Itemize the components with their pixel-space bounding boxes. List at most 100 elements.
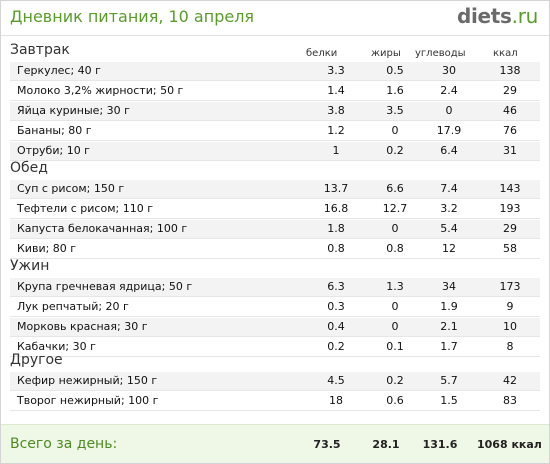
carbs-value: 12: [442, 242, 456, 255]
carbs-value: 30: [442, 64, 456, 77]
carbs-value: 1.7: [440, 340, 458, 353]
food-name: Крупа гречневая ядрица; 50 г: [17, 280, 193, 293]
kcal-value: 173: [499, 280, 521, 293]
table-row: Кефир нежирный; 150 г 4.5 0.2 5.7 42: [10, 372, 540, 391]
total-fat: 28.1: [372, 438, 400, 451]
fat-value: 0: [391, 320, 399, 333]
carbs-value: 34: [442, 280, 456, 293]
protein-value: 1.8: [327, 222, 345, 235]
kcal-value: 193: [499, 202, 521, 215]
section-title: Обед: [10, 160, 48, 176]
table-row: Киви; 80 г 0.8 0.8 12 58: [10, 240, 540, 259]
daily-total-label: Всего за день:: [10, 436, 118, 452]
food-name: Геркулес; 40 г: [17, 64, 101, 77]
total-protein: 73.5: [313, 438, 341, 451]
fat-value: 0.2: [386, 144, 404, 157]
col-header-carbs: углеводы: [415, 48, 466, 59]
table-row: Лук репчатый; 20 г 0.3 0 1.9 9: [10, 298, 540, 317]
daily-total-bar: Всего за день: 73.5 28.1 131.6 1068 ккал: [1, 424, 549, 463]
table-row: Геркулес; 40 г 3.3 0.5 30 138: [10, 62, 540, 81]
protein-value: 1.2: [327, 124, 345, 137]
section-header: Обед: [1, 158, 549, 180]
kcal-value: 83: [503, 394, 517, 407]
carbs-value: 1.5: [440, 394, 458, 407]
kcal-value: 76: [503, 124, 517, 137]
kcal-value: 138: [499, 64, 521, 77]
food-name: Капуста белокачанная; 100 г: [17, 222, 188, 235]
section-title: Другое: [10, 352, 63, 368]
protein-value: 13.7: [323, 182, 349, 195]
table-row: Молоко 3,2% жирности; 50 г 1.4 1.6 2.4 2…: [10, 82, 540, 101]
protein-value: 1.4: [327, 84, 345, 97]
carbs-value: 2.4: [440, 84, 458, 97]
section-breakfast: Завтрак белки жиры углеводы ккал Геркуле…: [1, 40, 549, 162]
carbs-value: 2.1: [440, 320, 458, 333]
food-name: Морковь красная; 30 г: [17, 320, 148, 333]
protein-value: 3.8: [327, 104, 345, 117]
fat-value: 0.1: [386, 340, 404, 353]
section-other: Другое Кефир нежирный; 150 г 4.5 0.2 5.7…: [1, 350, 549, 412]
protein-value: 6.3: [327, 280, 345, 293]
food-name: Творог нежирный; 100 г: [17, 394, 159, 407]
section-dinner: Ужин Крупа гречневая ядрица; 50 г 6.3 1.…: [1, 256, 549, 358]
section-lunch: Обед Суп с рисом; 150 г 13.7 6.6 7.4 143…: [1, 158, 549, 260]
section-title: Ужин: [10, 258, 50, 274]
fat-value: 1.3: [386, 280, 404, 293]
fat-value: 0.2: [386, 374, 404, 387]
food-name: Лук репчатый; 20 г: [17, 300, 129, 313]
kcal-value: 46: [503, 104, 517, 117]
protein-value: 1: [332, 144, 340, 157]
table-row: Кабачки; 30 г 0.2 0.1 1.7 8: [10, 338, 540, 357]
food-name: Молоко 3,2% жирности; 50 г: [17, 84, 184, 97]
food-name: Кабачки; 30 г: [17, 340, 96, 353]
table-row: Капуста белокачанная; 100 г 1.8 0 5.4 29: [10, 220, 540, 239]
carbs-value: 6.4: [440, 144, 458, 157]
protein-value: 0.8: [327, 242, 345, 255]
kcal-value: 31: [503, 144, 517, 157]
fat-value: 1.6: [386, 84, 404, 97]
carbs-value: 17.9: [436, 124, 462, 137]
protein-value: 18: [329, 394, 343, 407]
table-row: Отруби; 10 г 1 0.2 6.4 31: [10, 142, 540, 161]
table-row: Суп с рисом; 150 г 13.7 6.6 7.4 143: [10, 180, 540, 199]
fat-value: 0.5: [386, 64, 404, 77]
carbs-value: 5.7: [440, 374, 458, 387]
section-header: Ужин: [1, 256, 549, 278]
fat-value: 12.7: [382, 202, 408, 215]
total-kcal: 1068 ккал: [477, 438, 542, 451]
total-carbs: 131.6: [422, 438, 458, 451]
food-name: Кефир нежирный; 150 г: [17, 374, 158, 387]
col-header-protein: белки: [306, 48, 338, 59]
carbs-value: 1.9: [440, 300, 458, 313]
food-name: Киви; 80 г: [17, 242, 77, 255]
kcal-value: 143: [499, 182, 521, 195]
site-logo[interactable]: diets.ru: [457, 4, 538, 28]
table-row: Морковь красная; 30 г 0.4 0 2.1 10: [10, 318, 540, 337]
kcal-value: 8: [506, 340, 514, 353]
kcal-value: 10: [503, 320, 517, 333]
table-row: Творог нежирный; 100 г 18 0.6 1.5 83: [10, 392, 540, 411]
section-header: Завтрак белки жиры углеводы ккал: [1, 40, 549, 62]
food-name: Бананы; 80 г: [17, 124, 92, 137]
carbs-value: 5.4: [440, 222, 458, 235]
section-title: Завтрак: [10, 42, 70, 58]
fat-value: 3.5: [386, 104, 404, 117]
col-header-kcal: ккал: [493, 48, 518, 59]
logo-suffix: .ru: [511, 4, 539, 28]
table-row: Крупа гречневая ядрица; 50 г 6.3 1.3 34 …: [10, 278, 540, 297]
food-name: Суп с рисом; 150 г: [17, 182, 125, 195]
fat-value: 0.8: [386, 242, 404, 255]
table-row: Бананы; 80 г 1.2 0 17.9 76: [10, 122, 540, 141]
fat-value: 0.6: [386, 394, 404, 407]
logo-main: diets: [456, 4, 512, 28]
kcal-value: 29: [503, 84, 517, 97]
fat-value: 0: [391, 300, 399, 313]
kcal-value: 29: [503, 222, 517, 235]
table-row: Яйца куриные; 30 г 3.8 3.5 0 46: [10, 102, 540, 121]
fat-value: 6.6: [386, 182, 404, 195]
protein-value: 4.5: [327, 374, 345, 387]
protein-value: 3.3: [327, 64, 345, 77]
kcal-value: 58: [503, 242, 517, 255]
header-divider: [1, 35, 549, 36]
